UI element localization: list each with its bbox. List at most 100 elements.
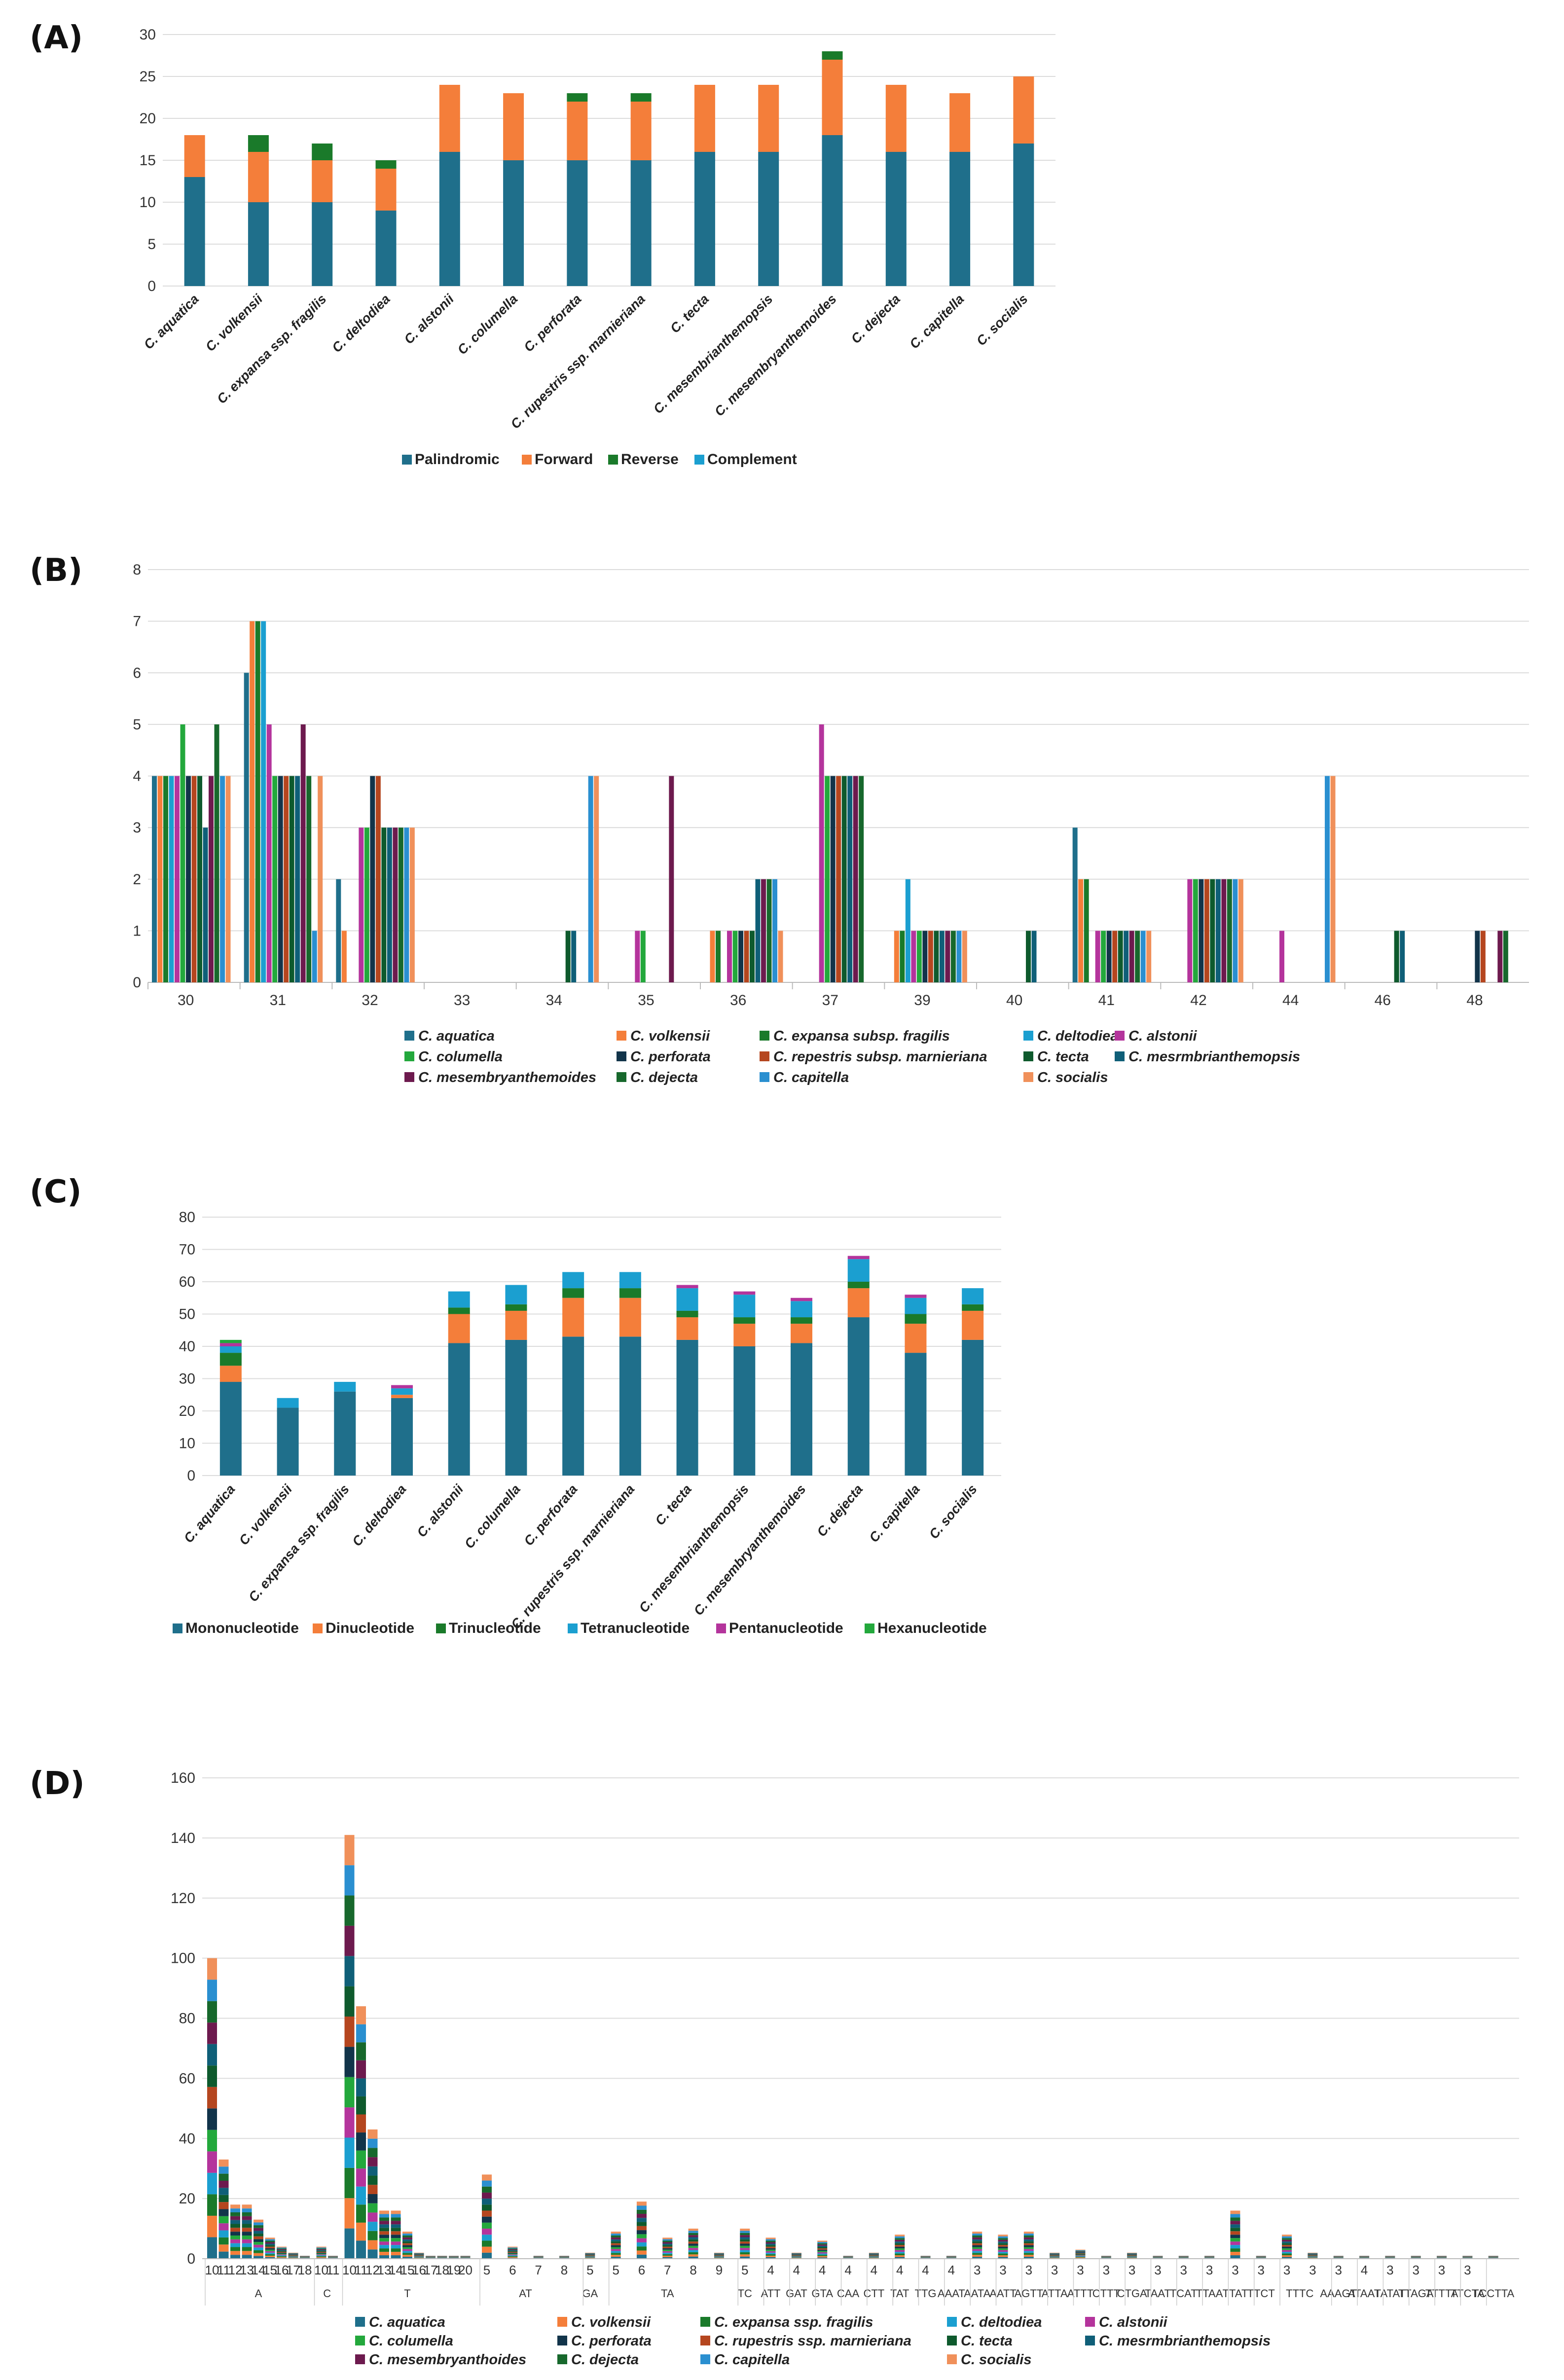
group-label: TCAT	[1170, 2287, 1198, 2300]
category-label: C. volkensii	[203, 291, 266, 355]
bar-c-columella	[640, 931, 646, 982]
bar-segment	[508, 2254, 518, 2256]
bar-c-expansa-subsp-fragilis	[1084, 879, 1089, 982]
x-tick-label: 41	[1098, 992, 1115, 1009]
bar-tetranucleotide	[391, 1388, 413, 1395]
legend-swatch	[557, 2336, 567, 2345]
group-label: TTAT	[1223, 2287, 1248, 2300]
bar-palindromic	[439, 152, 460, 286]
bar-segment	[482, 2199, 492, 2205]
bar-segment	[230, 2235, 240, 2239]
group-label: TTCT	[1247, 2287, 1275, 2300]
bar-c-mesembryanthemoides	[945, 931, 950, 982]
bar-segment	[230, 2228, 240, 2232]
group-label: A	[255, 2287, 262, 2300]
legend-swatch	[404, 1031, 414, 1041]
group-label: T	[404, 2287, 410, 2300]
bar-segment	[714, 2257, 724, 2258]
bar-segment	[277, 2250, 287, 2251]
bar-segment	[972, 2234, 982, 2236]
bar-segment	[218, 2202, 229, 2209]
bar-segment	[391, 2248, 401, 2252]
bar-segment	[791, 2254, 801, 2255]
bar-trinucleotide	[219, 1353, 242, 1366]
bar-segment	[207, 2108, 217, 2130]
x-tick-label: 3	[974, 2263, 981, 2277]
bar-segment	[218, 2188, 229, 2195]
bar-segment	[277, 2249, 287, 2250]
x-tick-label: 20	[458, 2263, 473, 2277]
legend-swatch	[760, 1051, 769, 1061]
bar-segment	[218, 2216, 229, 2224]
bar-c-socialis	[962, 931, 967, 982]
bar-forward	[949, 93, 971, 152]
bar-segment	[265, 2254, 275, 2256]
bar-segment	[414, 2257, 424, 2258]
y-tick-label: 6	[133, 665, 141, 681]
bar-segment	[402, 2245, 412, 2247]
bar-c-socialis	[225, 776, 231, 982]
bar-tetranucleotide	[277, 1398, 299, 1408]
bar-segment	[207, 2237, 217, 2259]
bar-palindromic	[1013, 144, 1034, 286]
bar-segment	[611, 2249, 621, 2251]
bar-segment	[207, 2044, 217, 2066]
bar-dinucleotide	[505, 1310, 527, 1340]
legend-label: Dinucleotide	[326, 1620, 414, 1636]
bar-dinucleotide	[619, 1298, 641, 1337]
bar-segment	[344, 2047, 355, 2077]
bar-segment	[817, 2256, 828, 2258]
bar-segment	[288, 2257, 298, 2258]
x-tick-label: 4	[896, 2263, 903, 2277]
bar-segment	[356, 2096, 366, 2115]
bar-c-dejecta	[859, 776, 864, 982]
bar-segment	[1282, 2248, 1292, 2250]
x-tick-label: 5	[586, 2263, 593, 2277]
x-tick-label: 10	[314, 2263, 328, 2277]
bar-segment	[288, 2257, 298, 2258]
bar-segment	[344, 1956, 355, 1986]
bar-segment	[265, 2255, 275, 2257]
legend-label: C. repestris subsp. marnieriana	[773, 1049, 987, 1065]
bar-segment	[1230, 2224, 1240, 2228]
legend-swatch	[173, 1623, 182, 1633]
bar-mononucleotide	[676, 1339, 698, 1476]
x-tick-label: 39	[914, 992, 930, 1009]
x-tick-label: 17	[424, 2263, 438, 2277]
bar-segment	[1282, 2235, 1292, 2236]
legend-swatch	[608, 455, 618, 465]
bar-c-repestris-subsp-marnieriana	[1112, 931, 1118, 982]
x-tick-label: 3	[1128, 2263, 1135, 2277]
panel-b: (B) 0 1 2 3 4 5 6 7 8 30 31 32 33 34 35 36 37 39 40 41 42 44 4…	[0, 533, 1564, 1124]
y-tick-label: 40	[179, 1338, 195, 1355]
bar-segment	[611, 2253, 621, 2255]
bar-pentanucleotide	[676, 1285, 698, 1289]
bar-tetranucleotide	[505, 1285, 527, 1304]
bar-c-alstonii	[1095, 931, 1100, 982]
bar-c-capitella	[772, 879, 777, 982]
x-tick-label: 11	[217, 2263, 230, 2277]
bar-segment	[379, 2235, 389, 2238]
category-label: C. aquatica	[141, 291, 202, 352]
bar-segment	[1308, 2256, 1318, 2257]
bar-segment	[482, 2192, 492, 2199]
bar-segment	[242, 2239, 252, 2243]
bar-segment	[688, 2248, 698, 2250]
bar-segment	[972, 2241, 982, 2243]
bar-segment	[1230, 2235, 1240, 2238]
bar-segment	[1230, 2238, 1240, 2242]
bar-segment	[1308, 2253, 1318, 2254]
bar-segment	[508, 2252, 518, 2253]
x-tick-label: 9	[716, 2263, 723, 2277]
x-tick-label: 16	[412, 2263, 426, 2277]
bar-segment	[482, 2186, 492, 2193]
legend-swatch	[760, 1072, 769, 1082]
y-tick-label: 0	[147, 278, 156, 294]
bar-segment	[1127, 2255, 1137, 2256]
bar-segment	[688, 2252, 698, 2255]
bar-segment	[391, 2214, 401, 2218]
bar-segment	[391, 2241, 401, 2245]
bar-segment	[998, 2253, 1008, 2256]
bar-c-perforata	[370, 776, 375, 982]
bar-segment	[636, 2230, 647, 2235]
